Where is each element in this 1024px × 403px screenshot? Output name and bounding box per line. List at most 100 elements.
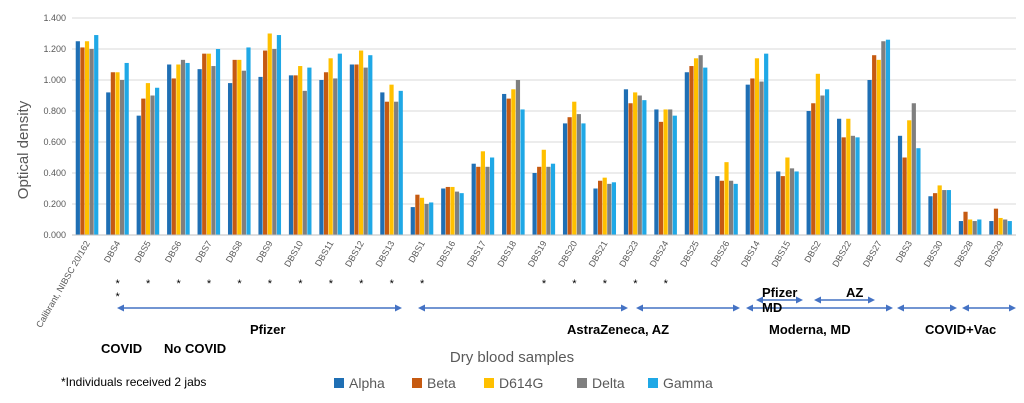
bar-gamma-dbs23 [642,100,647,236]
x-tick-label: DBS25 [678,239,701,269]
star-marker: * [603,278,608,290]
y-tick-label: 0.400 [43,168,66,178]
bar-gamma-dbs28 [977,219,982,235]
bar-beta-dbs27 [872,55,877,236]
bar-d614g-dbs26 [724,162,729,235]
bar-delta-dbs5 [150,95,155,235]
bar-d614g-dbs18 [511,89,516,235]
star-marker: * [237,278,242,290]
bar-alpha-dbs23 [623,89,629,235]
bar-alpha-dbs30 [928,196,933,235]
bar-delta-dbs30 [942,190,947,235]
bar-delta-dbs18 [515,80,521,235]
x-tick-label: DBS26 [709,239,732,269]
bar-gamma-dbs20 [581,123,586,235]
star-marker: * [268,278,273,290]
x-tick-label: DBS18 [495,239,518,269]
star-marker: * [420,278,425,290]
bar-gamma-calibrant-nibsc-20-162 [94,35,99,235]
group-arrow [814,296,875,304]
bar-gamma-dbs18 [520,109,525,235]
bar-delta-dbs3 [911,103,916,235]
star-marker: * [359,278,364,290]
bar-beta-dbs4 [110,72,115,235]
bar-alpha-dbs10 [288,75,294,235]
bar-beta-dbs28 [963,211,968,235]
y-tick-label: 1.000 [43,75,66,85]
bar-d614g-dbs27 [876,59,881,235]
bar-d614g-dbs4 [115,72,120,235]
group-label-covid-vac: COVID+Vac [925,322,996,337]
x-tick-label: DBS9 [254,239,274,264]
bar-delta-dbs2 [820,95,825,235]
x-tick-label: Calibrant, NIBSC 20/162 [34,239,92,329]
star-marker: * [542,278,547,290]
bar-delta-dbs29 [1003,219,1008,235]
bar-alpha-dbs19 [532,173,537,235]
bar-delta-dbs6 [180,59,186,235]
bar-beta-dbs17 [476,166,481,235]
bar-gamma-dbs14 [764,53,769,236]
x-tick-label: DBS6 [163,239,183,264]
x-tick-label: DBS30 [922,239,945,269]
x-tick-label: DBS3 [894,239,914,264]
legend-label: Gamma [663,375,713,391]
bar-beta-dbs19 [537,166,542,235]
x-tick-label: DBS29 [983,239,1006,269]
legend-label: Delta [592,375,625,391]
bar-delta-dbs16 [454,191,460,235]
star-marker: * [207,278,212,290]
bar-d614g-dbs22 [846,118,851,235]
y-tick-label: 1.200 [43,44,66,54]
group-arrow [418,304,628,312]
x-tick-label: DBS7 [193,239,213,264]
bar-gamma-dbs25 [703,67,708,235]
star-marker: * [298,278,303,290]
star-marker: * [329,278,334,290]
bar-gamma-dbs17 [489,157,495,235]
bar-d614g-dbs24 [663,109,668,235]
bar-gamma-dbs7 [215,49,221,235]
bar-alpha-dbs5 [136,115,141,235]
bar-delta-dbs13 [394,101,399,235]
y-tick-label: 0.000 [43,230,66,240]
bar-alpha-dbs20 [562,123,568,235]
bar-gamma-dbs4 [124,62,129,236]
bar-alpha-dbs17 [471,163,476,235]
bar-alpha-dbs1 [410,207,415,235]
bar-beta-dbs20 [567,117,572,235]
legend-item-beta: Beta [412,375,456,391]
bar-beta-dbs10 [293,75,298,235]
bar-d614g-dbs9 [267,33,272,235]
x-tick-label: DBS5 [132,239,152,264]
bar-delta-dbs24 [668,109,673,235]
x-tick-label: DBS20 [556,239,579,269]
bar-d614g-dbs1 [419,197,425,235]
x-tick-label: DBS16 [434,239,457,269]
bar-gamma-dbs16 [459,193,464,235]
bar-beta-dbs25 [689,66,694,235]
bar-beta-dbs12 [354,64,359,235]
y-tick-label: 0.200 [43,199,66,209]
legend-swatch [334,378,344,388]
bar-d614g-dbs11 [328,58,333,235]
bar-d614g-dbs19 [541,149,546,235]
bar-alpha-dbs27 [867,80,872,235]
bar-gamma-dbs22 [855,137,860,235]
legend-item-d614g: D614G [484,375,543,391]
bar-alpha-dbs4 [106,92,111,236]
bar-gamma-dbs11 [337,53,342,236]
stars: * * * * * * * * * * * * * * * ** [116,278,669,303]
bar-gamma-dbs19 [550,163,556,235]
star-marker: * [664,278,669,290]
bar-gamma-dbs15 [794,171,799,235]
bar-delta-calibrant-nibsc-20-162 [89,49,94,235]
x-tick-label: DBS23 [617,239,640,269]
bar-delta-dbs10 [302,90,307,235]
bar-delta-dbs28 [972,221,977,235]
x-tick-label: DBS15 [769,239,792,269]
bar-alpha-dbs3 [897,135,903,235]
group-label-pfizer: Pfizer [250,322,285,337]
bar-d614g-dbs7 [206,53,211,236]
x-tick-label: DBS10 [282,239,305,269]
